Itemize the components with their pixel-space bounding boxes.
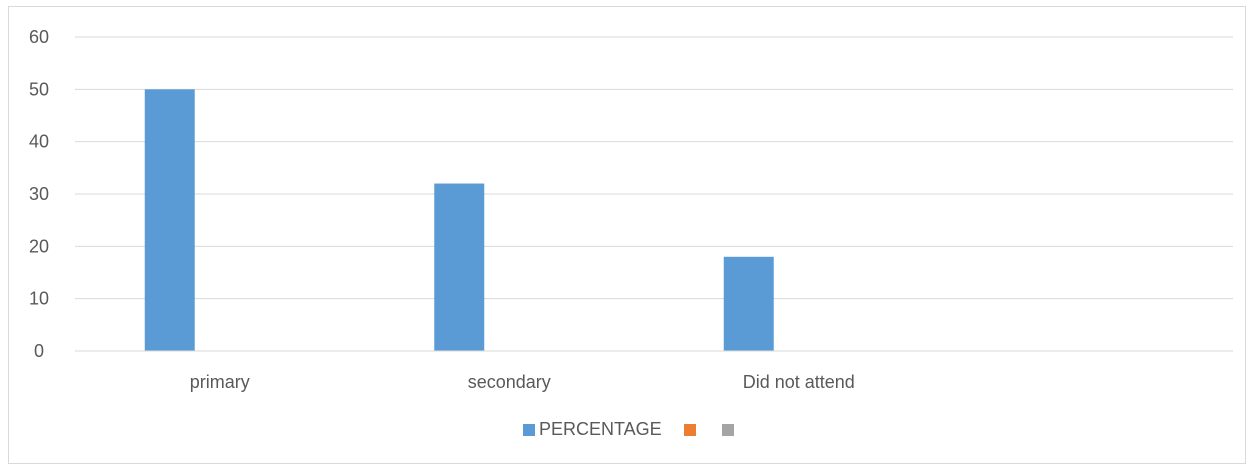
x-category-label: secondary [468,372,551,392]
bar [434,183,485,351]
legend-swatch [722,424,734,436]
y-tick-label: 0 [34,341,44,361]
y-tick-label: 40 [29,132,49,152]
y-tick-label: 30 [29,184,49,204]
legend-swatch [523,424,535,436]
y-axis-tick-labels: 0 10 20 30 40 50 60 [29,27,49,361]
chart-frame: 0 10 20 30 40 50 60 primary secondary Did not at… [8,6,1246,464]
x-category-label: primary [190,372,250,392]
bars [144,89,774,351]
legend: PERCENTAGE [523,419,734,439]
x-category-label: Did not attend [743,372,855,392]
bar-chart: 0 10 20 30 40 50 60 primary secondary Did not at… [29,27,1233,439]
bar [723,256,774,351]
y-tick-label: 20 [29,236,49,256]
legend-swatch [684,424,696,436]
legend-label: PERCENTAGE [539,419,662,439]
y-tick-label: 50 [29,79,49,99]
y-tick-label: 10 [29,289,49,309]
bar [144,89,195,351]
gridlines [75,36,1233,300]
y-tick-label: 60 [29,27,49,47]
x-axis-category-labels: primary secondary Did not attend [190,372,855,392]
